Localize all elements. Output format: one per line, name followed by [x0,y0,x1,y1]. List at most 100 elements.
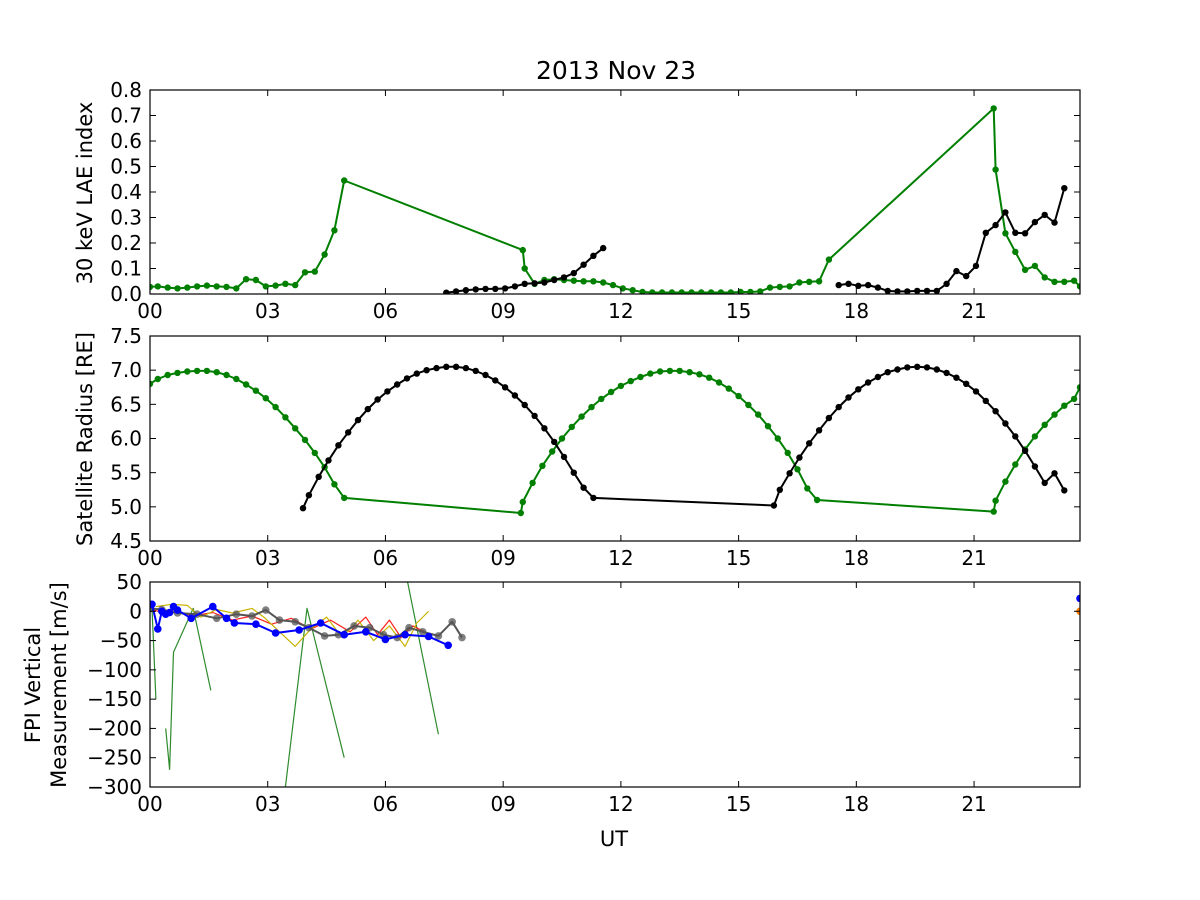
lae-index-ytick-label: 0.7 [110,104,142,128]
satellite-radius-series-0-point [517,509,524,517]
lae-index-series-0-point [668,289,676,294]
satellite-radius-series-0-point [784,449,791,457]
lae-index-series-1-point [570,269,577,277]
lae-index-series-0-point [1070,277,1078,284]
fpi-vertical-ytick-label: −250 [87,746,142,770]
satellite-radius-series-0-point [1076,384,1080,391]
satellite-radius-series-0-point [804,485,811,492]
satellite-radius-series-0-point [213,369,220,376]
fpi-vertical-xtick-label: 09 [490,792,515,816]
satellite-radius-series-1-point [1061,487,1068,494]
satellite-radius-series-1-point [786,470,793,477]
lae-index-series-0-point [590,278,597,285]
satellite-radius-series-1-point [953,374,960,381]
lae-index-series-1-point [492,285,499,293]
lae-index-series-0-point [776,283,783,291]
fpi-vertical-ytick-label: −200 [87,716,142,740]
lae-index-series-1-point [462,287,470,294]
satellite-radius-series-1-point [914,363,921,370]
lae-index-series-0-point [150,283,154,291]
satellite-radius-series-1-point [1012,433,1019,440]
satellite-radius-series-1-point [855,386,862,393]
lae-index-series-1-point [1031,218,1039,226]
satellite-radius-series-0-point [150,380,154,387]
fpi-vertical-series-4-point [209,602,217,611]
satellite-radius-series-1-point [874,373,882,381]
fpi-vertical-ytick-label: −50 [100,629,142,653]
fpi-vertical-series-3-point [458,633,466,642]
fpi-vertical-series-3-point [405,623,413,632]
satellite-radius-series-1-point [815,427,823,434]
satellite-radius-series-1-point [982,397,989,405]
lae-index-series-0-point [301,269,309,276]
satellite-radius-series-0-point [774,435,781,442]
satellite-radius-series-0-point [1031,433,1039,440]
satellite-radius-series-0-point [813,496,821,504]
satellite-radius-series-1-point [521,401,528,409]
lae-index-series-0-point [213,283,220,290]
satellite-radius-series-1-point [806,440,813,447]
satellite-radius-series-0-point [529,479,536,487]
satellite-radius-xtick-label: 03 [255,546,280,570]
lae-index-series-1-point [874,284,882,291]
lae-index-xtick-label: 03 [255,299,280,323]
satellite-radius-series-1-point [770,502,778,509]
lae-index-series-0-point [262,283,269,290]
satellite-radius-ytick-label: 5.5 [110,461,142,485]
lae-index-series-1-point [943,280,950,287]
satellite-radius-series-0-point [292,425,299,432]
satellite-radius-series-0-point [262,395,269,402]
lae-index-series-1-point [1051,219,1058,226]
lae-index-series-0-point [154,283,161,290]
satellite-radius-series-1-point [776,486,783,493]
fpi-vertical-series-2-line-0 [155,603,430,647]
fpi-vertical-series-3-point [275,616,284,624]
chart-title: 2013 Nov 23 [536,56,696,85]
lae-index-series-0-point [757,288,764,294]
fpi-vertical-series-3-point [262,606,270,614]
lae-index-series-1-point [933,287,940,294]
lae-index-series-1-point [551,276,558,284]
lae-index-series-1-point [855,282,862,289]
satellite-radius-series-1-point [354,416,362,424]
fpi-vertical-plot-area [150,582,1080,787]
lae-index-series-0-point [990,105,997,112]
satellite-radius-series-1-point [374,396,381,403]
lae-index-series-1-point [904,288,911,294]
satellite-radius-series-0-point [588,403,595,411]
ylabel-fpi-line-2: Measurement [m/s] [47,582,71,788]
fpi-vertical-series-3-point [291,618,300,626]
satellite-radius-series-0-point [1012,461,1019,468]
satellite-radius-series-1-point [1002,420,1009,427]
lae-index-series-1-point [580,261,587,268]
satellite-radius-series-0-point [676,367,683,375]
satellite-radius-series-0-point [203,367,211,375]
satellite-radius-ytick-label: 4.5 [110,529,142,553]
lae-index-series-1-point [1021,230,1029,237]
panel-fpi-vertical: FPI Vertical Measurement [m/s] −300 −250 −… [21,570,1081,816]
satellite-radius-series-0-point [735,392,742,400]
lae-index-series-0-point [1012,248,1019,256]
satellite-radius-series-1-point [394,381,401,388]
satellite-radius-series-1-point [299,505,307,512]
lae-index-ytick-label: 0.3 [110,206,142,230]
lae-index-series-1-point [864,281,872,289]
satellite-radius-series-0-point [1041,421,1048,428]
satellite-radius-series-0-point [1061,402,1068,409]
satellite-radius-series-0-point [519,498,526,506]
fpi-vertical-series-0-line-0 [151,608,157,700]
satellite-radius-series-1-point [511,392,519,399]
lae-index-series-0-point [786,283,793,290]
lae-index-series-1-point [914,287,921,294]
lae-index-series-1-point [531,280,538,287]
lae-index-series-0-point [174,285,181,292]
lae-index-xtick-label: 15 [726,299,751,323]
lae-index-series-0-point [580,278,587,285]
satellite-radius-series-1-point [452,363,460,370]
lae-index-series-1-point [452,288,460,294]
lae-index-xtick-label: 06 [373,299,398,323]
satellite-radius-series-0-point [331,481,338,488]
fpi-vertical-series-3-line-0 [150,607,463,639]
lae-index-series-0-point [272,282,279,289]
lae-index-ytick-label: 0.8 [110,78,142,102]
